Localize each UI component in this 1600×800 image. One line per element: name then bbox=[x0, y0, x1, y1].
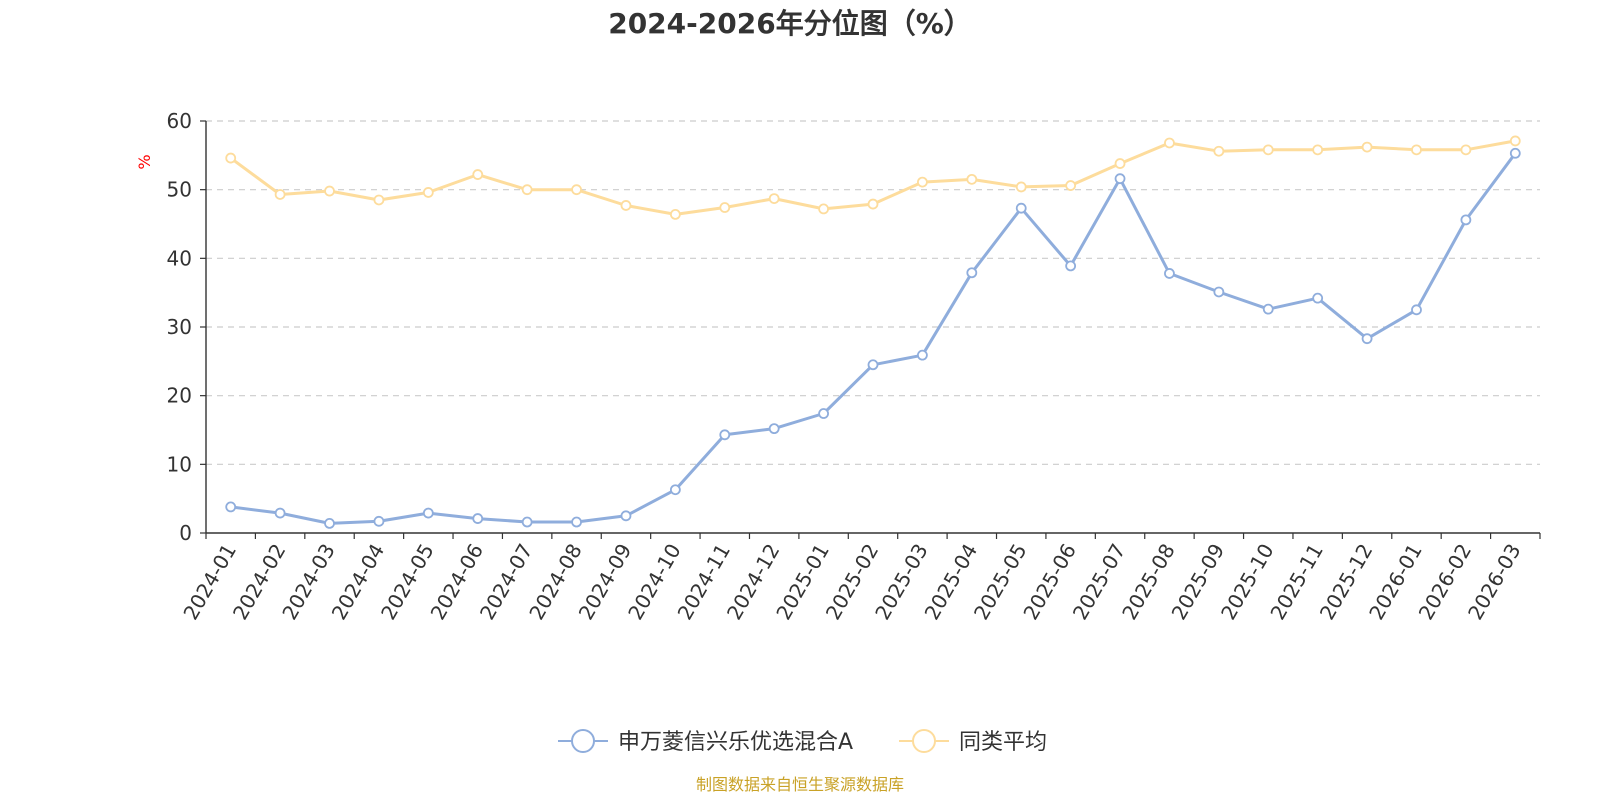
data-point bbox=[818, 408, 829, 419]
data-point bbox=[521, 516, 533, 528]
data-point bbox=[1164, 268, 1175, 279]
series-lines bbox=[225, 135, 1521, 529]
data-point bbox=[1015, 181, 1027, 193]
data-point bbox=[1114, 158, 1126, 169]
data-point bbox=[620, 200, 632, 211]
data-point bbox=[669, 484, 681, 496]
y-tick-label: 60 bbox=[167, 109, 192, 133]
data-point bbox=[719, 429, 731, 441]
data-point bbox=[1114, 173, 1126, 185]
data-point bbox=[1164, 137, 1175, 149]
data-point bbox=[867, 198, 879, 210]
data-point bbox=[669, 208, 681, 220]
data-point bbox=[521, 184, 533, 196]
data-point bbox=[1460, 214, 1472, 226]
data-point bbox=[966, 267, 978, 279]
data-point bbox=[1213, 145, 1225, 157]
data-point bbox=[225, 501, 237, 513]
data-point bbox=[1312, 292, 1324, 304]
data-point bbox=[966, 173, 978, 185]
data-point bbox=[1312, 144, 1324, 156]
data-point bbox=[1262, 144, 1274, 156]
y-tick-label: 10 bbox=[167, 452, 192, 476]
data-point bbox=[1411, 304, 1422, 316]
y-axis-label: % bbox=[135, 154, 154, 169]
data-point bbox=[719, 202, 731, 213]
data-point bbox=[225, 152, 237, 164]
data-point bbox=[1509, 135, 1521, 147]
data-point bbox=[1460, 144, 1472, 156]
data-point bbox=[1015, 202, 1027, 214]
data-point bbox=[620, 510, 632, 522]
data-point bbox=[917, 176, 928, 188]
data-point bbox=[818, 203, 829, 215]
series-1 bbox=[225, 147, 1521, 529]
legend-label-2: 同类平均 bbox=[959, 730, 1047, 755]
data-point bbox=[1065, 260, 1077, 272]
y-tick-labels: 0 10 20 30 40 50 60 bbox=[167, 109, 192, 545]
gridlines bbox=[206, 120, 1540, 465]
data-point bbox=[1411, 144, 1422, 156]
y-tick-label: 20 bbox=[167, 384, 192, 408]
y-tick-label: 0 bbox=[179, 521, 192, 545]
data-point bbox=[917, 349, 928, 361]
data-point bbox=[1065, 180, 1077, 191]
data-point bbox=[1213, 286, 1225, 298]
data-point bbox=[422, 187, 434, 198]
x-tick-labels: 2024-012024-022024-032024-042024-052024-… bbox=[178, 540, 1525, 624]
legend: 申万菱信兴乐优选混合A 同类平均 bbox=[558, 729, 1047, 755]
chart-title: 2024-2026年分位图（%） bbox=[608, 7, 972, 40]
source-note: 制图数据来自恒生聚源数据库 bbox=[696, 775, 904, 794]
data-point bbox=[274, 189, 286, 200]
data-point bbox=[274, 507, 286, 519]
data-point bbox=[1262, 303, 1274, 315]
data-point bbox=[472, 513, 484, 524]
data-point bbox=[1361, 141, 1373, 153]
legend-marker-1 bbox=[571, 729, 595, 753]
data-point bbox=[768, 193, 780, 204]
data-point bbox=[867, 359, 879, 371]
data-point bbox=[373, 194, 385, 206]
y-tick-label: 40 bbox=[167, 246, 192, 270]
data-point bbox=[472, 169, 484, 180]
data-point bbox=[1361, 333, 1373, 345]
data-point bbox=[571, 184, 582, 196]
data-point bbox=[324, 185, 335, 197]
data-point bbox=[1509, 147, 1521, 159]
data-point bbox=[571, 516, 582, 528]
data-point bbox=[373, 515, 385, 527]
y-tick-label: 30 bbox=[167, 315, 192, 339]
data-point bbox=[768, 423, 780, 435]
series-2 bbox=[225, 135, 1521, 220]
data-point bbox=[422, 507, 434, 519]
legend-marker-2 bbox=[912, 729, 936, 753]
data-point bbox=[324, 517, 335, 529]
legend-label-1: 申万菱信兴乐优选混合A bbox=[618, 730, 853, 755]
axes bbox=[200, 120, 1541, 539]
y-tick-label: 50 bbox=[167, 178, 192, 202]
